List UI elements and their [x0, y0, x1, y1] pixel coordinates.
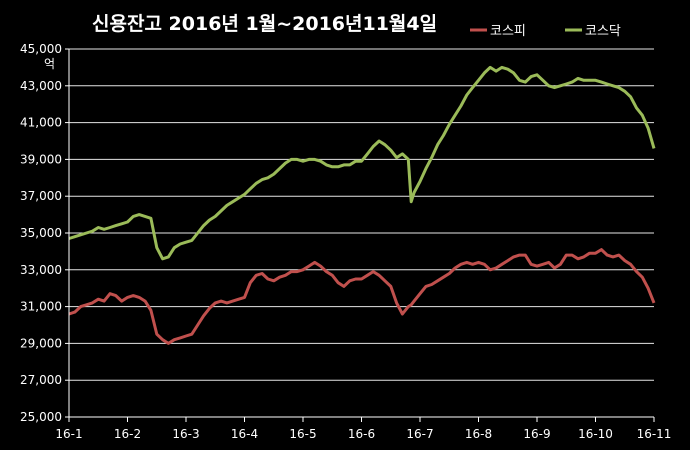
- x-tick-label: 16-8: [465, 427, 492, 441]
- legend-label-kosdaq: 코스닥: [585, 24, 621, 39]
- legend-label-kospi: 코스피: [490, 24, 526, 39]
- chart-title: 신용잔고 2016년 1월~2016년11월4일: [92, 13, 437, 35]
- x-axis-ticks: 16-1 16-2 16-3 16-4 16-5 16-6 16-7 16-8 16-9 16-1…: [55, 417, 671, 441]
- y-tick-label: 25,000: [20, 410, 62, 424]
- x-tick-label: 16-2: [114, 427, 141, 441]
- y-tick-label: 33,000: [20, 263, 62, 277]
- y-tick-label: 27,000: [20, 373, 62, 387]
- x-tick-label: 16-1: [55, 427, 82, 441]
- y-tick-label: 39,000: [20, 152, 62, 166]
- y-tick-label: 37,000: [20, 189, 62, 203]
- series-lines: [68, 65, 656, 345]
- legend: 코스피 코스닥: [470, 24, 621, 39]
- x-tick-label: 16-5: [289, 427, 316, 441]
- y-axis-ticks: 25,000 27,000 29,000 31,000 33,000 35,000 37,0…: [20, 42, 69, 424]
- y-tick-label: 45,000: [20, 42, 62, 56]
- y-unit-label: 억: [44, 57, 55, 71]
- gridlines: [69, 48, 654, 418]
- series-line-kosdaq: [68, 65, 656, 261]
- x-tick-label: 16-10: [578, 427, 613, 441]
- x-tick-label: 16-6: [348, 427, 375, 441]
- y-tick-label: 41,000: [20, 116, 62, 130]
- x-tick-label: 16-9: [523, 427, 550, 441]
- y-tick-label: 35,000: [20, 226, 62, 240]
- x-tick-label: 16-11: [637, 427, 672, 441]
- x-tick-label: 16-3: [172, 427, 199, 441]
- y-tick-label: 29,000: [20, 336, 62, 350]
- series-line-kospi: [68, 248, 656, 345]
- y-tick-label: 43,000: [20, 79, 62, 93]
- y-tick-label: 31,000: [20, 300, 62, 314]
- x-tick-label: 16-7: [406, 427, 433, 441]
- x-tick-label: 16-4: [231, 427, 258, 441]
